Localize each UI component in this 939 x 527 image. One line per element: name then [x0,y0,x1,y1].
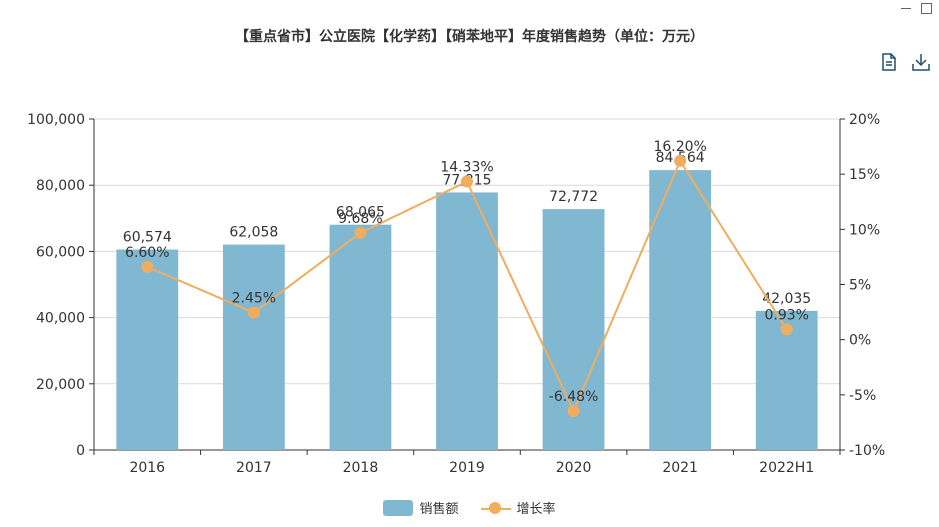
y-left-tick-label: 20,000 [36,377,85,393]
y-left-tick-label: 100,000 [27,112,85,128]
bar [649,170,712,451]
y-left-tick-label: 0 [76,443,85,459]
growth-data-label: 2.45% [232,291,276,307]
growth-point [567,405,580,418]
growth-data-label: 16.20% [653,139,706,155]
bar [436,192,498,450]
y-right-tick-label: 0% [849,333,871,349]
y-left-tick-label: 80,000 [36,178,85,194]
y-right-tick-label: 10% [849,222,880,238]
bar-data-label: 72,772 [549,189,598,205]
bar-data-label: 60,574 [123,230,172,246]
legend-swatch-line [480,500,511,516]
y-right-tick-label: -10% [849,443,885,459]
x-tick-label: 2018 [343,460,379,476]
growth-data-label: -6.48% [549,389,599,405]
x-tick-label: 2017 [236,460,272,476]
legend-item-sales[interactable]: 销售额 [383,498,459,517]
window-controls [899,0,933,16]
x-tick-label: 2020 [556,460,592,476]
bar [116,249,179,450]
y-right-tick-label: 20% [849,112,880,128]
y-right-tick-label: 5% [849,278,871,294]
x-tick-label: 2019 [449,460,485,476]
legend-label-growth: 增长率 [516,502,556,517]
legend: 销售额 增长率 [0,498,939,517]
download-icon[interactable] [911,52,931,72]
growth-point [247,306,260,319]
growth-point [780,323,793,336]
y-right-tick-label: 15% [849,167,880,183]
document-icon[interactable] [879,52,899,72]
minimize-icon[interactable] [899,1,913,15]
maximize-icon[interactable] [919,1,933,15]
legend-item-growth[interactable]: 增长率 [480,498,556,517]
growth-point [354,226,367,239]
growth-point [461,175,473,188]
bar-data-label: 42,035 [762,291,811,307]
chart-toolbox [879,52,931,72]
bar-data-label: 68,065 [336,205,385,221]
y-right-tick-label: -5% [849,388,876,404]
growth-data-label: 6.60% [125,245,169,261]
legend-swatch-bar [383,499,414,516]
x-tick-label: 2021 [662,460,698,476]
y-left-tick-label: 60,000 [36,244,85,260]
x-tick-label: 2022H1 [759,460,814,476]
y-left-tick-label: 40,000 [36,311,85,327]
bar [222,244,285,450]
growth-data-label: 9.68% [338,211,382,227]
growth-data-label: 0.93% [764,307,808,323]
growth-data-label: 14.33% [440,160,493,176]
chart-title: 【重点省市】公立医院【化学药】【硝苯地平】年度销售趋势（单位：万元） [235,29,704,45]
growth-point [674,154,687,167]
bar [329,224,392,450]
growth-point [141,260,154,273]
bar-data-label: 62,058 [229,225,278,241]
legend-label-sales: 销售额 [419,502,459,517]
x-tick-label: 2016 [129,460,165,476]
